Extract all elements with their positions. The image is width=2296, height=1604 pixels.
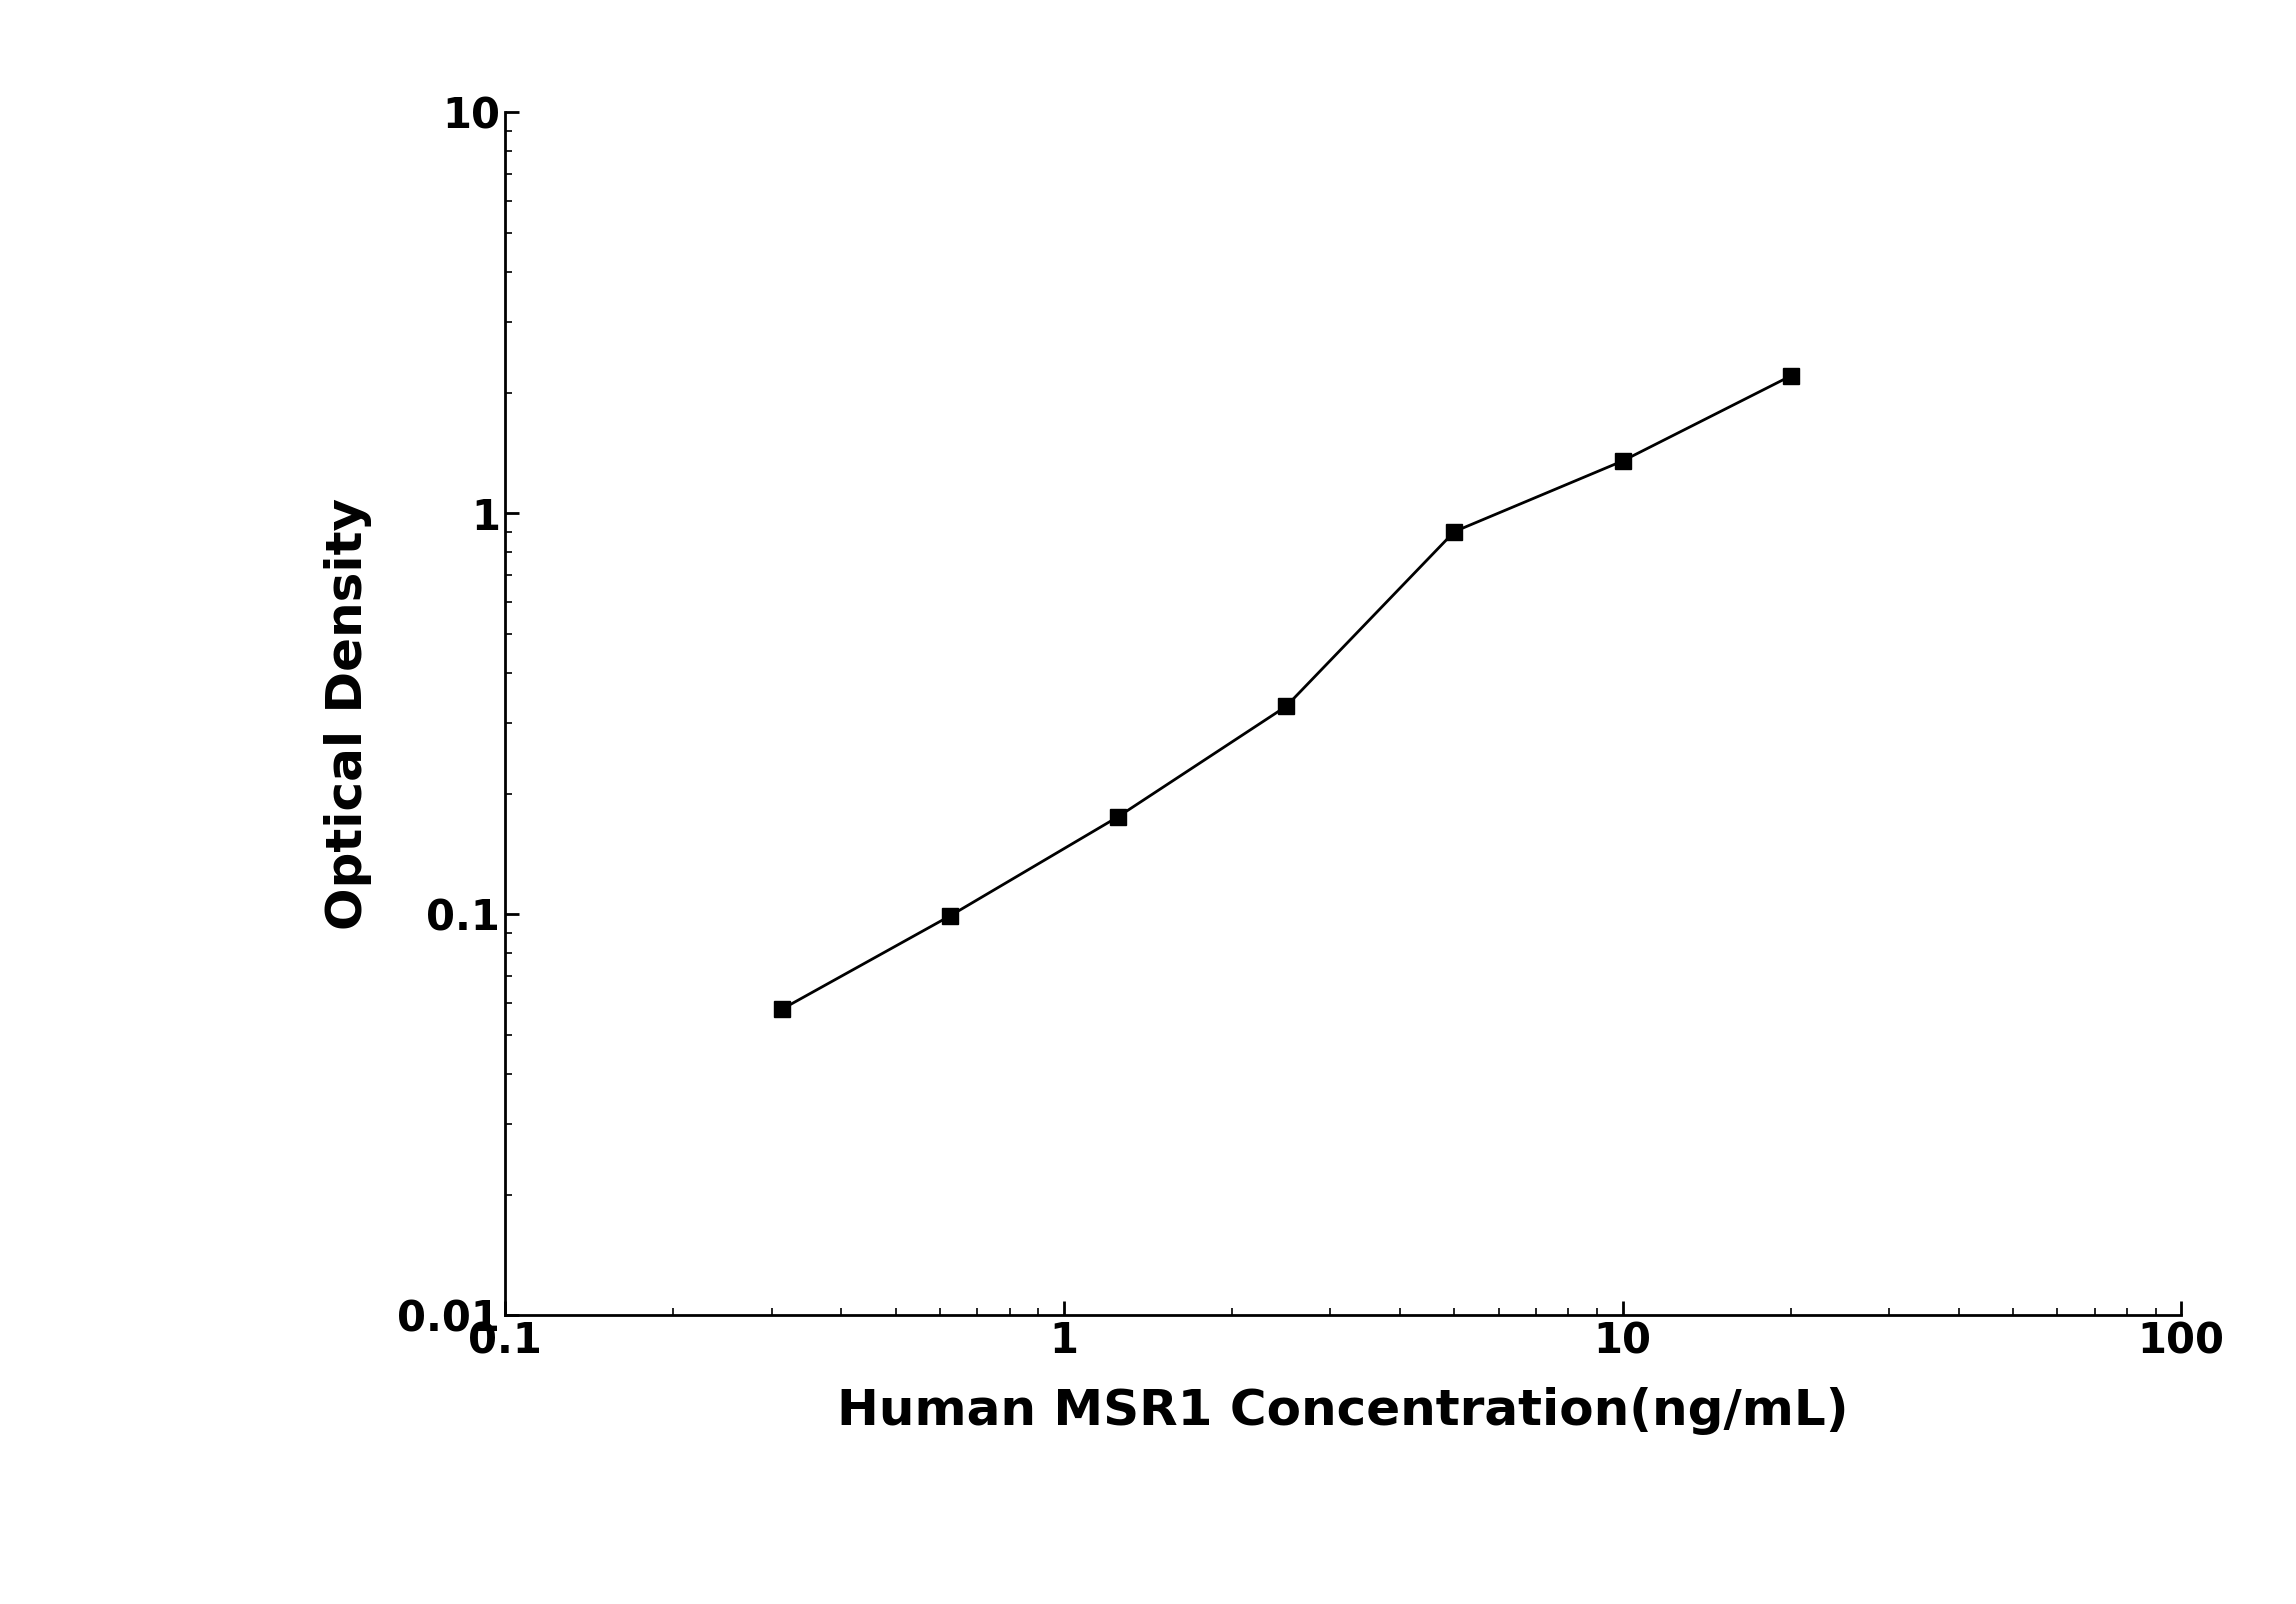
Y-axis label: Optical Density: Optical Density [324, 497, 372, 930]
X-axis label: Human MSR1 Concentration(ng/mL): Human MSR1 Concentration(ng/mL) [838, 1387, 1848, 1436]
